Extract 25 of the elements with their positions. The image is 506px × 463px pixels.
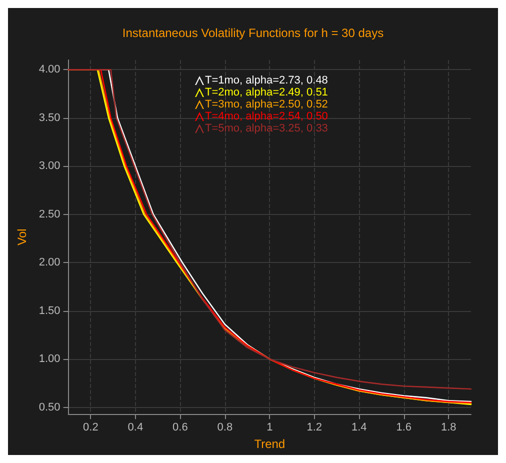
- x-tick-label: 1.4: [351, 422, 367, 434]
- legend-label: T=4mo, alpha=2.54, 0.50: [205, 110, 328, 122]
- chart-title: Instantaneous Volatility Functions for h = 30 days: [122, 26, 384, 40]
- x-tick-label: 0.6: [172, 422, 188, 434]
- legend-label: T=5mo, alpha=3.25, 0.33: [205, 122, 328, 134]
- y-tick-label: 2.50: [38, 208, 60, 220]
- y-tick-label: 4.00: [38, 64, 60, 76]
- y-tick-label: 1.00: [38, 353, 60, 366]
- y-tick-label: 0.50: [38, 401, 60, 414]
- legend-label: T=2mo, alpha=2.49, 0.51: [205, 86, 328, 98]
- y-axis-title: Vol: [15, 228, 29, 246]
- y-tick-label: 1.50: [38, 304, 60, 317]
- legend-label: T=1mo, alpha=2.73, 0.48: [205, 74, 328, 86]
- x-tick-label: 0.8: [217, 422, 233, 434]
- x-tick-label: 1.8: [440, 422, 456, 434]
- x-axis-title: Trend: [254, 437, 286, 451]
- y-tick-label: 3.50: [38, 112, 60, 124]
- legend-label: T=3mo, alpha=2.50, 0.52: [205, 98, 328, 110]
- x-tick-label: 1.6: [396, 422, 412, 434]
- y-tick-label: 3.00: [38, 160, 60, 172]
- x-tick-label: 1: [266, 422, 273, 434]
- x-tick-label: 0.4: [128, 422, 144, 434]
- y-tick-label: 2.00: [38, 256, 60, 269]
- x-tick-label: 0.2: [83, 422, 98, 434]
- x-tick-label: 1.2: [306, 422, 322, 434]
